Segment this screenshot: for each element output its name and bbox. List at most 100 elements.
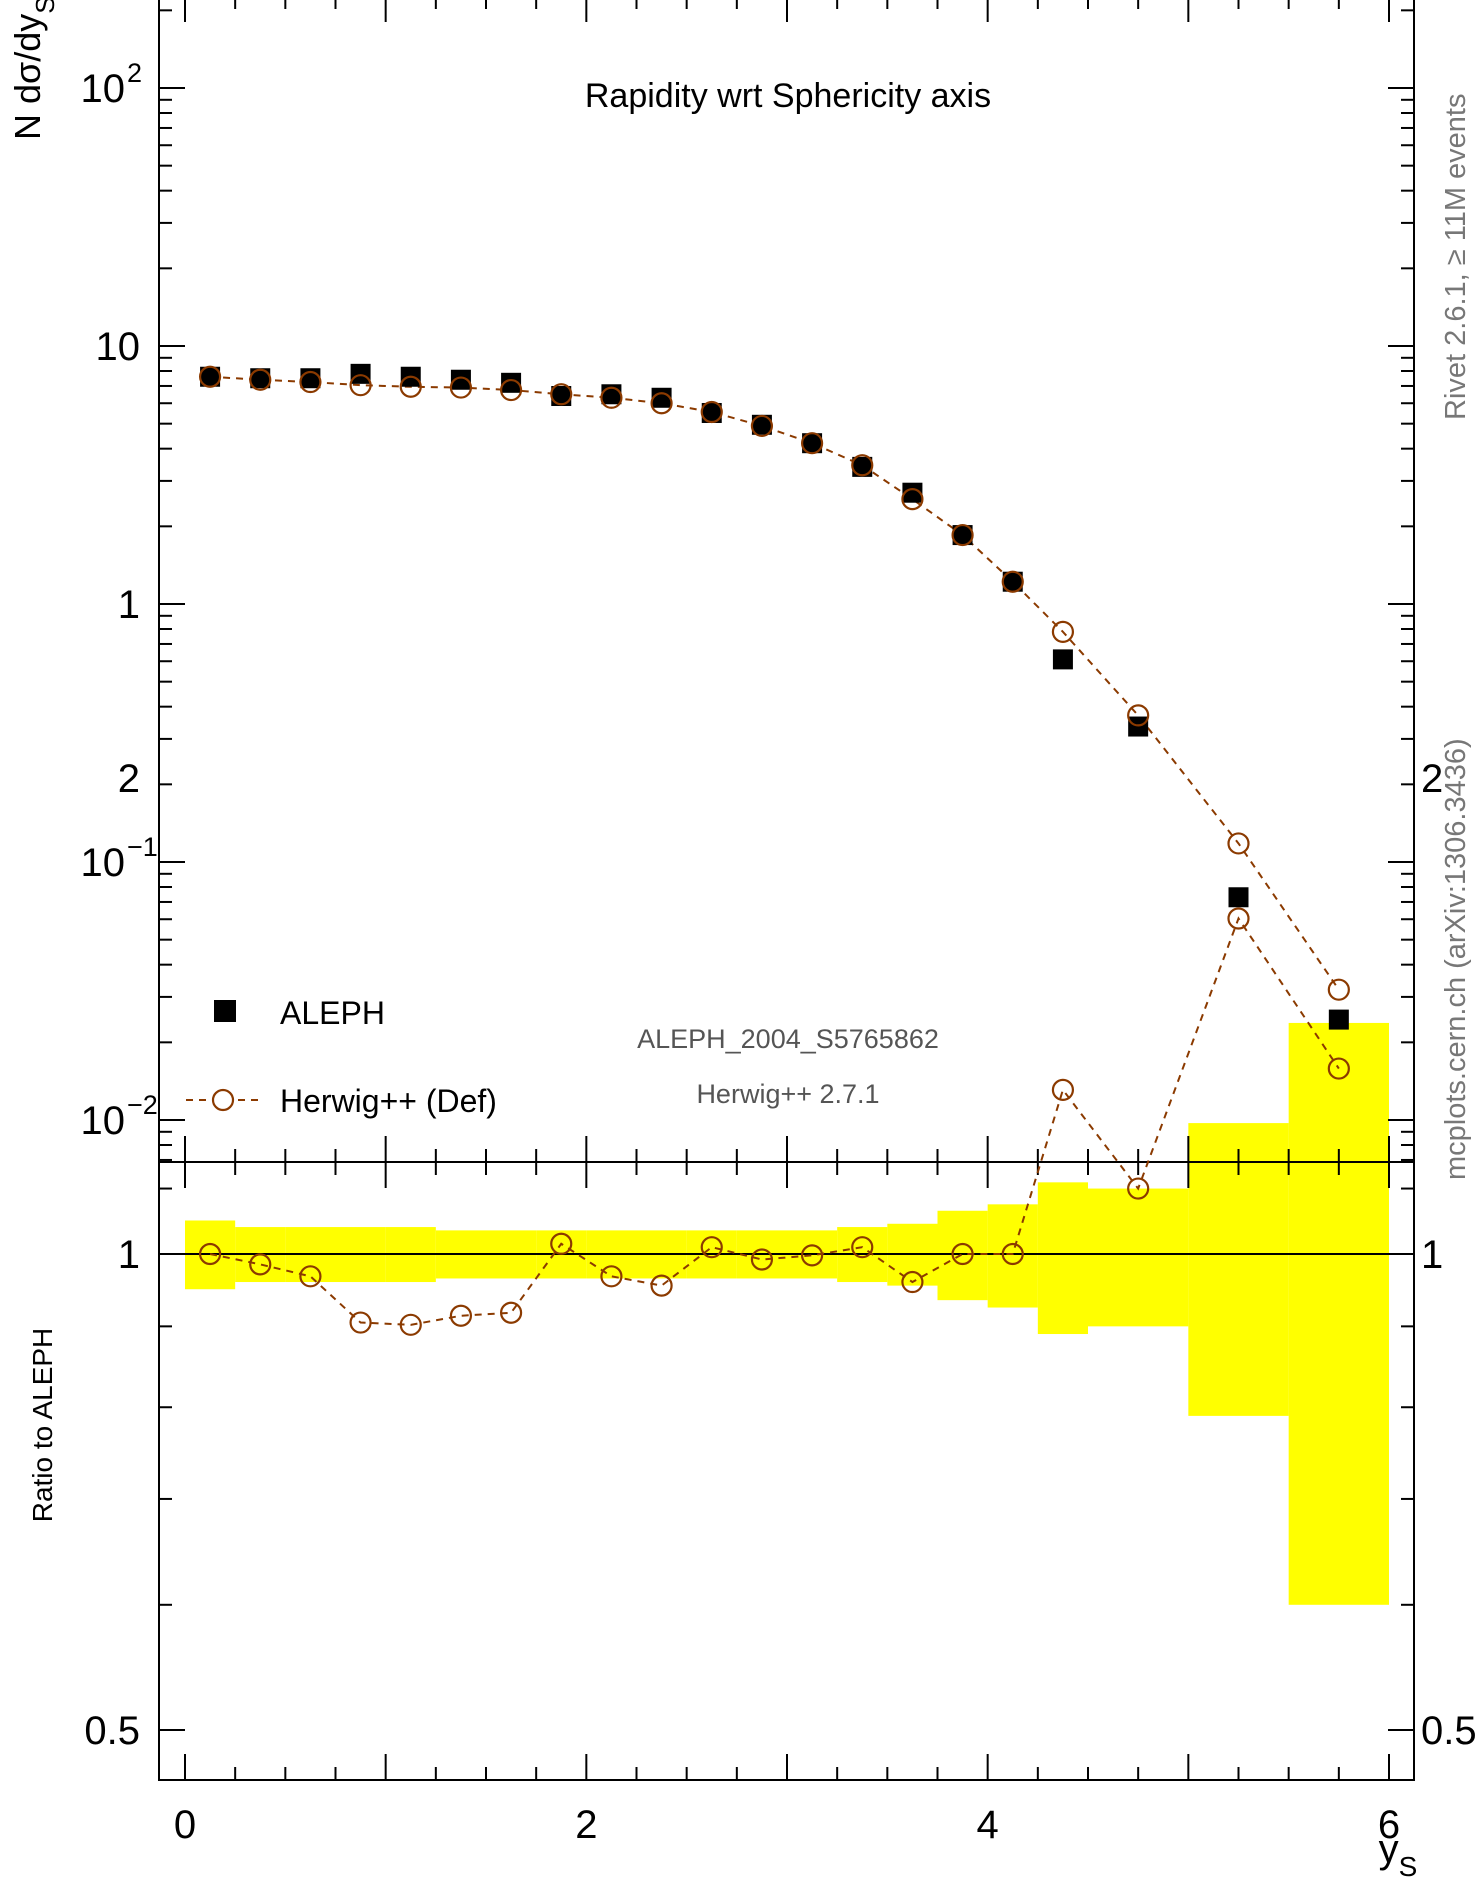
herwig-point [299, 370, 322, 394]
y-tick-label-exponent: −1 [127, 832, 158, 862]
ratio-tick-label: 2 [118, 757, 140, 801]
side-label-top: Rivet 2.6.1, ≥ 11M events [1440, 94, 1472, 420]
ratio-band-bin [937, 1210, 988, 1301]
legend-marker-aleph [214, 1000, 236, 1022]
y-tick-label: 1 [118, 583, 140, 627]
ratio-band-bin [1288, 1022, 1389, 1605]
herwig-ratio-point [700, 1236, 723, 1259]
main-frame [158, 0, 1415, 1163]
herwig-point [499, 378, 523, 402]
aleph-point [751, 414, 772, 435]
herwig-point [1327, 978, 1350, 1001]
data-marks [198, 363, 1350, 1336]
herwig-ratio-point [750, 1248, 774, 1271]
herwig-ratio-point [1001, 1242, 1024, 1266]
herwig-point [249, 368, 272, 391]
herwig-point [600, 386, 623, 409]
herwig-ratio-point [249, 1253, 272, 1276]
herwig-ratio-point [550, 1232, 573, 1255]
x-tick-label: 4 [977, 1803, 999, 1847]
aleph-point [952, 525, 973, 546]
aleph-point [450, 369, 471, 390]
aleph-point [250, 368, 271, 389]
axes-frame [158, 0, 1415, 1781]
herwig-point [1127, 704, 1150, 727]
aleph-point [200, 366, 221, 387]
x-tick-label: 0 [174, 1803, 196, 1847]
chart-title: Rapidity wrt Sphericity axis [585, 77, 991, 115]
herwig-point [550, 383, 573, 406]
herwig-ratio-point [1127, 1177, 1150, 1200]
herwig-ratio-point [1051, 1078, 1075, 1101]
ratio-band-bin [987, 1204, 1038, 1308]
herwig-point [851, 454, 874, 477]
y-axis-label: N dσ/dyS [7, 0, 60, 140]
y-tick-label-exponent: 2 [127, 58, 142, 88]
analysis-label: ALEPH_2004_S5765862 [637, 1024, 939, 1054]
ratio-band-bin [1088, 1188, 1189, 1327]
herwig-point [951, 523, 974, 547]
herwig-ratio-point [499, 1301, 523, 1324]
herwig-ratio-point [800, 1244, 824, 1267]
x-tick-label: 6 [1378, 1803, 1400, 1847]
herwig-point [700, 400, 723, 424]
aleph-point [902, 482, 923, 503]
herwig-ratio-point [1327, 1057, 1350, 1080]
herwig-point [399, 375, 422, 398]
ratio-axis-label: Ratio to ALEPH [27, 1328, 58, 1523]
herwig-ratio-point [851, 1236, 874, 1259]
herwig-point [901, 488, 924, 511]
herwig-point [650, 392, 673, 415]
herwig-ratio-point [951, 1242, 974, 1266]
herwig-point [1051, 620, 1075, 643]
aleph-point [1002, 571, 1023, 592]
y-tick-label-exponent: −2 [127, 1090, 158, 1120]
x-axis-label: yS [1379, 1827, 1418, 1882]
herwig-point [750, 414, 774, 438]
aleph-point [501, 372, 522, 393]
side-label: mcplots.cern.ch (arXiv:1306.3436) [1440, 738, 1472, 1180]
legend: ALEPH Herwig++ (Def) [186, 995, 497, 1119]
herwig-ratio-point [600, 1265, 623, 1288]
herwig-point [449, 376, 473, 399]
y-tick-label: 10 [81, 1099, 126, 1143]
ratio-tick-label: 1 [118, 1233, 140, 1277]
y-tick-label: 10 [96, 325, 141, 369]
aleph-point [1052, 649, 1073, 670]
aleph-point [551, 386, 572, 407]
ratio-tick-label-right: 0.5 [1421, 1709, 1477, 1753]
aleph-point [802, 433, 823, 454]
herwig-ratio-point [1227, 907, 1250, 930]
herwig-line [210, 375, 1340, 991]
aleph-point [1328, 1009, 1349, 1030]
herwig-ratio-point [349, 1311, 372, 1334]
herwig-ratio-point [198, 1242, 222, 1266]
herwig-point [198, 365, 222, 388]
herwig-ratio-point [650, 1274, 673, 1297]
ratio-frame [158, 1161, 1415, 1781]
y-tick-label: 10 [81, 67, 126, 111]
aleph-point [1228, 887, 1249, 908]
herwig-point [800, 432, 824, 455]
herwig-ratio-point [299, 1265, 322, 1288]
x-tick-label: 2 [575, 1803, 597, 1847]
herwig-point [1227, 832, 1250, 855]
legend-label-herwig: Herwig++ (Def) [280, 1083, 497, 1119]
herwig-point [349, 374, 372, 397]
ratio-tick-label: 0.5 [84, 1709, 140, 1753]
y-tick-label: 10 [81, 841, 126, 885]
aleph-point [350, 363, 371, 384]
herwig-ratio-point [449, 1304, 473, 1327]
aleph-point [1128, 716, 1149, 737]
ratio-tick-label-right: 1 [1421, 1233, 1443, 1277]
herwig-ratio-point [901, 1270, 924, 1294]
aleph-point [651, 387, 672, 408]
herwig-ratio-line [209, 916, 1340, 1326]
ratio-band-bin [1037, 1182, 1088, 1335]
ratio-tick-label-right: 2 [1421, 757, 1443, 801]
legend-marker-herwig [211, 1088, 235, 1112]
aleph-point [701, 402, 722, 423]
